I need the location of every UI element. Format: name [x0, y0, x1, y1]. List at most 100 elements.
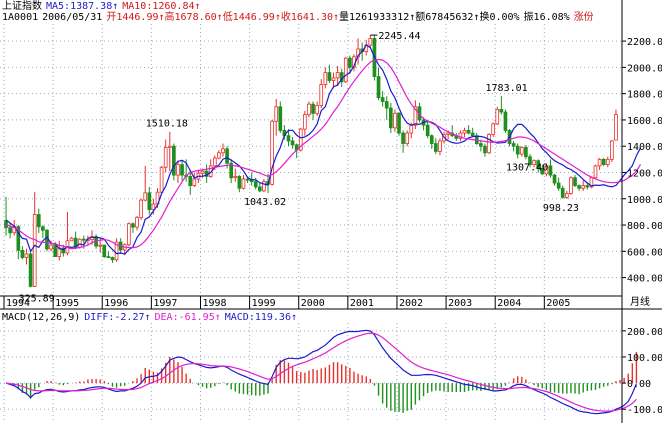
- candle-body: [458, 132, 463, 139]
- candle-body: [593, 165, 598, 179]
- year-label: 1994: [6, 298, 30, 309]
- candle-body: [348, 57, 352, 68]
- year-label: 2001: [350, 298, 374, 309]
- candle-body: [167, 145, 172, 148]
- candle-body: [237, 176, 242, 189]
- extreme-label: 1307.40: [506, 162, 548, 173]
- candle-body: [331, 77, 336, 81]
- extreme-label: 2245.44: [378, 31, 420, 42]
- candle-body: [61, 247, 66, 254]
- year-label: 1997: [153, 298, 177, 309]
- kline-ytick-label: 2200.00: [627, 37, 662, 48]
- period-label[interactable]: 月线: [630, 295, 650, 308]
- candle-body: [8, 227, 12, 234]
- candle-body: [483, 145, 487, 154]
- candle-body: [319, 84, 324, 106]
- candle-body: [540, 168, 545, 175]
- year-label: 2004: [497, 298, 521, 309]
- year-label: 2002: [399, 298, 423, 309]
- candle-body: [245, 178, 250, 181]
- candle-body: [253, 181, 258, 188]
- candle-body: [4, 220, 8, 229]
- candle-body: [376, 76, 381, 98]
- candle-body: [335, 72, 340, 79]
- extreme-label: 1510.18: [146, 119, 188, 130]
- candle-body: [532, 160, 536, 165]
- candle-body: [479, 143, 483, 147]
- close-readout: 收1641.30↑: [280, 12, 340, 23]
- candle-body: [524, 147, 528, 158]
- candle-body: [139, 199, 143, 218]
- ma5-line: [5, 44, 642, 255]
- candle-body: [397, 112, 401, 134]
- low-readout: 低1446.99↑: [222, 12, 281, 23]
- ma5-readout: MA5:1387.38↑: [46, 1, 119, 12]
- candle-body: [24, 253, 29, 258]
- candle-body: [601, 158, 606, 165]
- candle-body: [270, 120, 274, 185]
- year-label: 2005: [546, 298, 570, 309]
- candle-body: [217, 152, 221, 159]
- candle-body: [20, 250, 25, 258]
- year-label: 1999: [252, 298, 276, 309]
- year-label: 2003: [448, 298, 472, 309]
- kline-ytick-label: 400.00: [627, 274, 662, 285]
- candle-body: [577, 185, 581, 189]
- candle-body: [605, 158, 610, 165]
- candle-body: [573, 177, 577, 187]
- candle-body: [163, 147, 168, 168]
- year-label: 1995: [55, 298, 79, 309]
- candle-body: [614, 114, 618, 141]
- candle-body: [466, 130, 471, 134]
- candle-body: [36, 214, 41, 228]
- candle-body: [41, 226, 45, 231]
- candle-body: [53, 244, 57, 257]
- candle-body: [114, 241, 119, 261]
- candle-body: [536, 160, 541, 169]
- candle-body: [188, 176, 193, 187]
- candle-body: [274, 106, 279, 122]
- label-layer: 325.89 1510.18 1043.02 2245.44 1783.01 1307.4…: [19, 31, 579, 304]
- candle-body: [491, 123, 495, 135]
- candle-body: [147, 192, 152, 211]
- candle-body: [241, 178, 246, 189]
- candle-body: [597, 158, 602, 167]
- extreme-label: 1783.01: [486, 83, 528, 94]
- candle-body: [258, 186, 262, 192]
- candle-body: [106, 256, 111, 258]
- extreme-label: 998.23: [543, 203, 579, 214]
- macd-layer: [5, 329, 638, 415]
- candle-body: [286, 135, 291, 142]
- grid-layer: [0, 24, 622, 421]
- ma10-line: [5, 58, 642, 250]
- candle-body: [192, 178, 197, 187]
- candle-body: [69, 237, 74, 242]
- high-readout: 高1678.60↑: [164, 12, 223, 23]
- kline-ytick-label: 2000.00: [627, 63, 662, 74]
- candle-body: [569, 177, 573, 194]
- candle-body: [405, 132, 410, 144]
- candle-body: [388, 107, 393, 129]
- candle-body: [110, 257, 115, 261]
- candle-body: [438, 140, 442, 152]
- candle-body: [515, 145, 520, 155]
- kline-ytick-label: 1600.00: [627, 116, 662, 127]
- candle-body: [311, 103, 315, 114]
- year-label: 1996: [104, 298, 128, 309]
- candle-body: [327, 72, 332, 81]
- macd-ytick-label: -100.00: [627, 405, 662, 416]
- candle-body: [610, 140, 614, 160]
- year-label: 1998: [202, 298, 226, 309]
- macd-name: MACD(12,26,9): [2, 312, 81, 323]
- kline-ytick-label: 1800.00: [627, 90, 662, 101]
- kline-ytick-label: 800.00: [627, 221, 662, 232]
- candle-body: [528, 156, 532, 165]
- candle-body: [425, 124, 430, 137]
- moving-average-layer: [5, 44, 642, 255]
- candle-body: [462, 130, 467, 134]
- turnover-readout: 换0.00%: [479, 12, 520, 23]
- candle-body: [151, 203, 156, 211]
- candle-body: [73, 237, 78, 248]
- kline-ytick-label: 1400.00: [627, 142, 662, 153]
